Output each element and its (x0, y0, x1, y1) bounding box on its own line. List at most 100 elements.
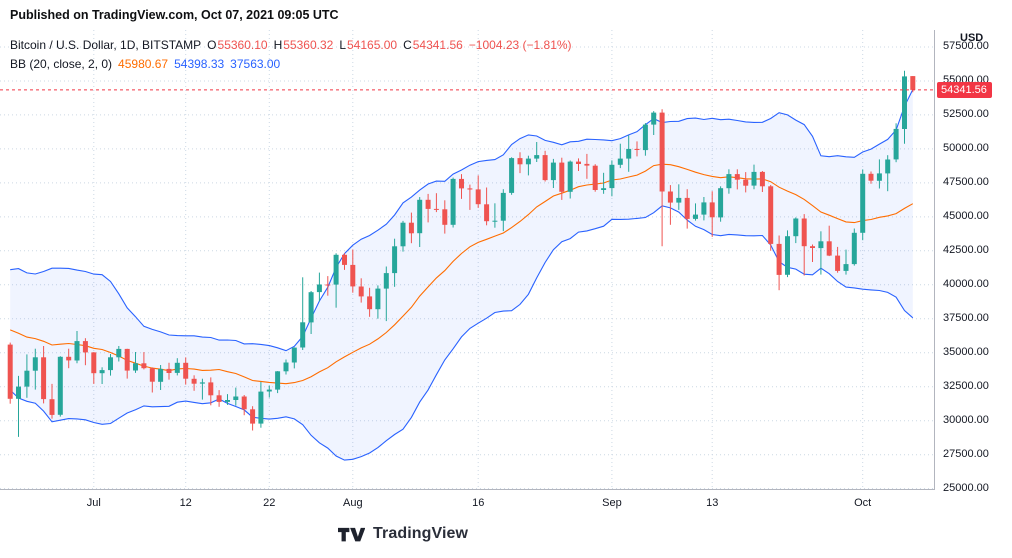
candle[interactable] (325, 276, 331, 296)
candle[interactable] (49, 383, 55, 419)
candle[interactable] (333, 253, 339, 308)
candle[interactable] (776, 235, 782, 291)
candle[interactable] (601, 172, 607, 194)
candle[interactable] (559, 157, 565, 200)
candle[interactable] (216, 390, 222, 407)
candle[interactable] (868, 171, 874, 184)
price-axis[interactable]: USD 54341.56 57500.00 55000.00 52500.00 500… (936, 30, 1012, 494)
candle[interactable] (617, 143, 623, 169)
candlestick-chart[interactable] (0, 30, 935, 490)
time-axis[interactable]: Jul 12 22 Aug 16 Sep 13 Oct (0, 490, 935, 517)
candle[interactable] (810, 244, 815, 263)
candle[interactable] (166, 362, 172, 380)
candle[interactable] (258, 381, 264, 428)
candle[interactable] (793, 217, 799, 244)
candle[interactable] (233, 387, 239, 406)
candle[interactable] (108, 354, 113, 376)
candle[interactable] (709, 191, 715, 237)
candle[interactable] (24, 354, 30, 398)
legend-symbol-row[interactable]: Bitcoin / U.S. Dollar, 1D, BITSTAMP O 553… (10, 36, 572, 55)
tradingview-link[interactable]: TradingView (338, 523, 468, 544)
candle[interactable] (57, 356, 63, 417)
candle[interactable] (116, 346, 122, 362)
candle[interactable] (592, 164, 598, 192)
candle[interactable] (241, 395, 247, 416)
candle[interactable] (425, 193, 431, 223)
candle[interactable] (99, 367, 105, 384)
candle[interactable] (342, 253, 347, 270)
candle[interactable] (642, 123, 648, 156)
candle[interactable] (743, 172, 749, 193)
candle[interactable] (667, 185, 673, 225)
candle[interactable] (751, 164, 757, 190)
candle[interactable] (500, 189, 506, 232)
candles-layer[interactable] (7, 70, 916, 437)
candle[interactable] (308, 291, 314, 334)
candle[interactable] (835, 246, 841, 273)
candle[interactable] (718, 186, 724, 222)
candle[interactable] (66, 348, 72, 369)
candle[interactable] (701, 197, 707, 221)
candle[interactable] (876, 159, 882, 189)
candle[interactable] (509, 157, 515, 195)
candle[interactable] (7, 342, 13, 404)
candle[interactable] (768, 185, 774, 251)
candle[interactable] (149, 367, 155, 393)
candle[interactable] (576, 158, 581, 171)
candle[interactable] (133, 352, 138, 373)
candle[interactable] (141, 352, 147, 370)
candle[interactable] (275, 371, 281, 394)
candle[interactable] (676, 184, 682, 210)
candle[interactable] (818, 231, 824, 275)
candle[interactable] (266, 385, 272, 398)
candle[interactable] (634, 141, 640, 157)
candle[interactable] (902, 70, 907, 144)
candle[interactable] (291, 347, 297, 369)
candle[interactable] (124, 348, 130, 379)
candle[interactable] (208, 377, 214, 406)
candle[interactable] (32, 348, 38, 390)
legend-bb-row[interactable]: BB (20, close, 2, 0) 45980.67 54398.33 3… (10, 55, 572, 74)
candle[interactable] (893, 123, 899, 163)
candle[interactable] (433, 193, 439, 213)
candle[interactable] (626, 135, 632, 172)
candle[interactable] (726, 169, 732, 194)
candle[interactable] (408, 212, 414, 244)
candle[interactable] (826, 225, 832, 257)
candle[interactable] (400, 220, 406, 252)
candle[interactable] (383, 266, 389, 322)
candle[interactable] (651, 111, 657, 135)
candle[interactable] (316, 272, 322, 302)
candle[interactable] (484, 187, 490, 226)
candle[interactable] (550, 158, 556, 188)
candle[interactable] (467, 184, 473, 210)
candle[interactable] (860, 169, 866, 241)
candle[interactable] (567, 160, 573, 199)
candle[interactable] (350, 249, 356, 293)
candle[interactable] (693, 203, 698, 221)
candle[interactable] (534, 142, 540, 162)
candle[interactable] (283, 359, 289, 375)
candle[interactable] (542, 150, 548, 182)
candle[interactable] (492, 203, 498, 228)
candle[interactable] (174, 358, 180, 376)
candle[interactable] (358, 278, 364, 303)
candle[interactable] (734, 169, 740, 190)
candle[interactable] (459, 174, 464, 199)
candle[interactable] (417, 197, 423, 247)
candle[interactable] (475, 175, 481, 208)
candle[interactable] (158, 365, 164, 390)
candle[interactable] (41, 346, 47, 404)
candle[interactable] (801, 214, 807, 276)
candle[interactable] (199, 378, 205, 400)
candle[interactable] (82, 338, 88, 366)
candle[interactable] (684, 189, 690, 229)
candle[interactable] (785, 230, 790, 278)
candle[interactable] (517, 152, 523, 174)
candle[interactable] (74, 331, 80, 364)
candle[interactable] (367, 287, 373, 317)
candle[interactable] (225, 394, 230, 405)
candle[interactable] (885, 155, 891, 192)
candle[interactable] (392, 238, 398, 287)
candle[interactable] (16, 375, 21, 437)
